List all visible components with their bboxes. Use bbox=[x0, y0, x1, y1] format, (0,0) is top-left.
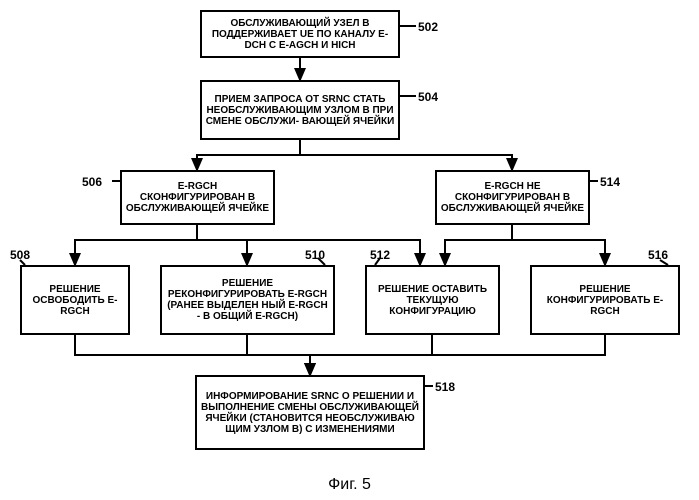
flow-node-n510: РЕШЕНИЕ РЕКОНФИГУРИРОВАТЬ E-RGCH (РАНЕЕ … bbox=[160, 265, 335, 335]
flow-node-n502: ОБСЛУЖИВАЮЩИЙ УЗЕЛ В ПОДДЕРЖИВАЕТ UE ПО … bbox=[200, 10, 400, 58]
node-label-512: 512 bbox=[370, 248, 390, 262]
edge-n508-n518 bbox=[75, 335, 310, 375]
edge-n506-n508 bbox=[75, 225, 197, 265]
edge-n514-n516 bbox=[512, 225, 605, 265]
flow-node-n516: РЕШЕНИЕ КОНФИГУРИРОВАТЬ E-RGCH bbox=[530, 265, 680, 335]
flow-node-n506: E-RGCH СКОНФИГУРИРОВАН В ОБСЛУЖИВАЮЩЕЙ Я… bbox=[120, 170, 275, 225]
flow-node-n512: РЕШЕНИЕ ОСТАВИТЬ ТЕКУЩУЮ КОНФИГУРАЦИЮ bbox=[365, 265, 500, 335]
flow-node-n518: ИНФОРМИРОВАНИЕ SRNC О РЕШЕНИИ И ВЫПОЛНЕН… bbox=[195, 375, 425, 450]
node-label-502: 502 bbox=[418, 20, 438, 34]
node-label-514: 514 bbox=[600, 175, 620, 189]
node-label-504: 504 bbox=[418, 90, 438, 104]
edge-n512-n518 bbox=[310, 335, 432, 375]
edge-n516-n518 bbox=[310, 335, 605, 375]
edge-n504-n514 bbox=[300, 140, 512, 170]
edge-n510-n518 bbox=[247, 335, 310, 375]
node-label-506: 506 bbox=[82, 175, 102, 189]
edge-n504-n506 bbox=[197, 140, 300, 170]
flow-node-n514: E-RGCH НЕ СКОНФИГУРИРОВАН В ОБСЛУЖИВАЮЩЕ… bbox=[435, 170, 590, 225]
node-label-516: 516 bbox=[648, 248, 668, 262]
node-label-518: 518 bbox=[435, 380, 455, 394]
node-label-510: 510 bbox=[305, 248, 325, 262]
flow-node-n504: ПРИЕМ ЗАПРОСА ОТ SRNC СТАТЬ НЕОБСЛУЖИВАЮ… bbox=[200, 80, 400, 140]
edge-n514-n512 bbox=[445, 225, 512, 265]
figure-caption: Фиг. 5 bbox=[0, 476, 699, 494]
node-label-508: 508 bbox=[10, 248, 30, 262]
edge-n506-n510 bbox=[197, 225, 247, 265]
flow-node-n508: РЕШЕНИЕ ОСВОБОДИТЬ E-RGCH bbox=[20, 265, 130, 335]
